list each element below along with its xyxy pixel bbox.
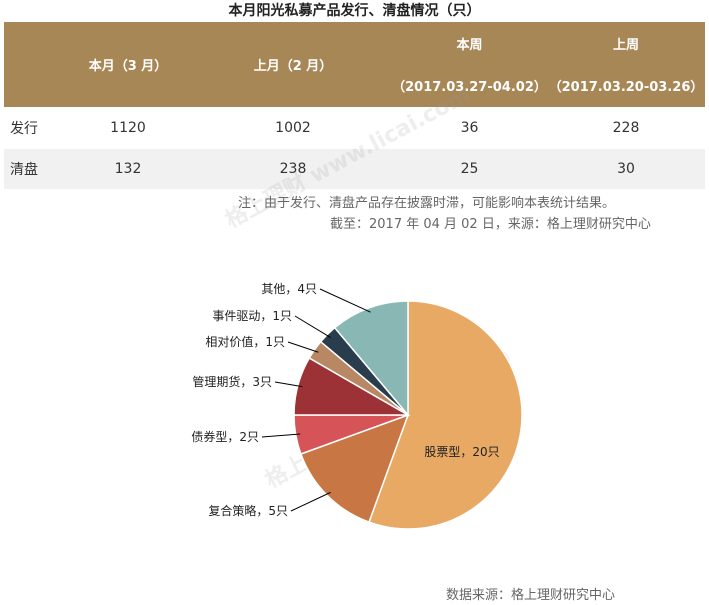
data-source: 数据来源：格上理财研究中心 (446, 588, 616, 603)
data-label-股票型: 股票型，20只 (424, 445, 499, 459)
cell-this-month: 1120 (62, 107, 194, 149)
data-label-复合策略: 复合策略，5只 (208, 503, 288, 518)
data-label-其他: 其他，4只 (261, 282, 317, 296)
cell-this-week: 36 (392, 107, 547, 149)
header-this-week: 本周 (392, 22, 547, 64)
leader-line-债券型 (261, 433, 301, 438)
cell-last-week: 30 (547, 149, 705, 189)
leader-line-其他 (319, 288, 371, 313)
cell-last-month: 238 (194, 149, 392, 189)
header-corner (4, 22, 62, 107)
data-label-相对价值: 相对价值，1只 (205, 334, 285, 349)
pie-slice-其他 (333, 300, 409, 418)
table-row: 清盘 132 238 25 30 (4, 149, 705, 189)
header-this-month: 本月（3 月） (62, 22, 194, 107)
table-cutoff-note: 截至：2017 年 04 月 02 日，来源：格上理财研究中心 (330, 217, 651, 232)
header-this-week-range: （2017.03.27-04.02） (392, 64, 547, 107)
data-label-债券型: 债券型，2只 (191, 429, 259, 444)
issuance-table: 本月（3 月） 上月（2 月） 本周 上周 （2017.03.27-04.02）… (4, 22, 705, 189)
table-footnote: 注：由于发行、清盘产品存在披露时滞，可能影响本表统计结果。 (238, 196, 616, 211)
pie-slice-股票型 (368, 300, 523, 530)
row-label: 发行 (4, 107, 62, 149)
cell-this-month: 132 (62, 149, 194, 189)
row-label: 清盘 (4, 149, 62, 189)
header-last-week: 上周 (547, 22, 705, 64)
header-last-month: 上月（2 月） (194, 22, 392, 107)
cell-this-week: 25 (392, 149, 547, 189)
cell-last-month: 1002 (194, 107, 392, 149)
leader-line-管理期货 (274, 381, 303, 388)
data-label-事件驱动: 事件驱动，1只 (212, 309, 292, 323)
leader-line-事件驱动 (294, 315, 331, 339)
leader-line-复合策略 (290, 491, 331, 512)
cell-last-week: 228 (547, 107, 705, 149)
table-row: 发行 1120 1002 36 228 (4, 107, 705, 149)
data-label-管理期货: 管理期货，3只 (192, 374, 272, 389)
header-last-week-range: （2017.03.20-03.26） (547, 64, 705, 107)
table-title: 本月阳光私募产品发行、清盘情况（只） (228, 3, 481, 19)
leader-line-相对价值 (287, 341, 319, 353)
pie-slice-复合策略 (299, 413, 410, 524)
